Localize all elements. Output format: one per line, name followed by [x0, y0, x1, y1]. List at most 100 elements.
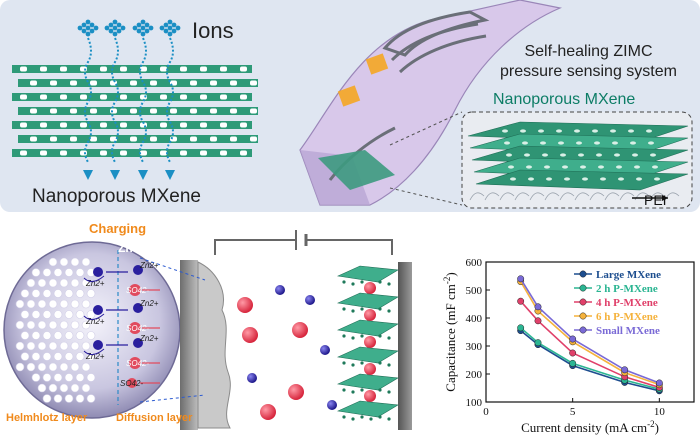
adsorbed-zn-ion [93, 340, 103, 350]
ion-cluster-dot [112, 31, 118, 37]
electrochemical-cell [139, 230, 412, 430]
mxene-pore [200, 94, 207, 100]
zn-lattice-dot [53, 373, 63, 382]
inset-pore [560, 153, 566, 157]
ion-cluster-dot [136, 22, 142, 28]
mxene-pore [120, 94, 127, 100]
cathode-flake [360, 361, 364, 365]
mxene-pore [220, 150, 227, 156]
so4-ion-sphere [237, 297, 253, 313]
legend-swatch-marker [579, 298, 587, 306]
inset-pore [538, 129, 544, 133]
inset-pore [616, 165, 622, 169]
inset-pore [524, 153, 530, 157]
data-point [655, 379, 663, 387]
so4-ion-sphere [260, 404, 276, 420]
zn-lattice-dot [37, 362, 47, 372]
ion-cluster-dot [140, 19, 146, 25]
zn-lattice-dot [81, 362, 91, 372]
zn-lattice-dot [86, 289, 96, 298]
inset-pore [576, 141, 582, 145]
charging-sphere: Zn2+Zn2+SO42-Zn2+Zn2+SO42-Zn2+Zn2+SO42-S… [3, 241, 181, 419]
data-point [534, 339, 542, 347]
mxene-pore [50, 108, 57, 114]
mxene-pore [70, 80, 77, 86]
inset-pore [592, 129, 598, 133]
ions-label: Ions [192, 18, 234, 43]
zn-electrode-dots [15, 257, 96, 403]
zn-lattice-dot [42, 268, 52, 277]
cathode-flake [360, 307, 364, 311]
pei-label: PEI [644, 192, 667, 208]
data-point [569, 349, 577, 357]
zn-lattice-dot [26, 320, 36, 330]
mxene-pore [160, 66, 167, 72]
zn-lattice-dot [81, 383, 91, 393]
ion-path [111, 37, 119, 163]
cathode-flake [342, 307, 346, 311]
zn-ion-label: Zn2+ [139, 261, 159, 270]
system-title-line1: Self-healing ZIMC [524, 43, 653, 60]
inset-pore [578, 153, 584, 157]
adsorbed-zn-ion [93, 267, 103, 277]
ion-cluster-dot [81, 22, 87, 28]
solvation-arrow [83, 275, 105, 282]
mxene-pore [120, 66, 127, 72]
inset-pore [646, 129, 652, 133]
zn-lattice-dot [75, 394, 85, 403]
cathode-flake [342, 415, 346, 419]
mxene-pore [50, 136, 57, 142]
cathode-flake [342, 388, 346, 392]
y-tick-label: 500 [466, 285, 483, 297]
cathode-mxene-sheet [336, 292, 399, 310]
pei-fiber [589, 192, 605, 201]
zn-lattice-dot [86, 331, 96, 340]
inset-pore [612, 141, 618, 145]
mxene-pore [240, 66, 247, 72]
ion-cluster-dot [112, 25, 118, 31]
mxene-pore [110, 136, 117, 142]
mxene-layer-stack [12, 65, 258, 157]
mxene-pore [40, 66, 47, 72]
zn-lattice-dot [20, 310, 30, 319]
zn-lattice-dot [37, 299, 47, 309]
y-tick-label: 100 [466, 397, 483, 409]
zn-ion-sphere [247, 373, 257, 383]
inset-pore [650, 153, 656, 157]
zn-lattice-dot [81, 341, 91, 351]
ion-path [84, 37, 92, 163]
ion-path [139, 37, 147, 163]
ion-cluster-dot [89, 22, 95, 28]
mxene-pore [200, 150, 207, 156]
cathode-flake [387, 336, 391, 340]
ion-cluster-dot [167, 25, 173, 31]
zn-lattice-dot [42, 310, 52, 319]
mxene-pore [80, 150, 87, 156]
flexible-device [299, 0, 563, 206]
inset-pore [504, 141, 510, 145]
zn-lattice-dot [64, 352, 74, 361]
system-title: Self-healing ZIMC pressure sensing syste… [500, 42, 677, 82]
ion-arrowhead [83, 170, 93, 180]
zn-lattice-dot [70, 257, 80, 267]
cathode-mxene-sheet [336, 265, 399, 283]
cathode-flake [360, 388, 364, 392]
mxene-pore [100, 122, 107, 128]
data-point [517, 275, 525, 283]
ion-cluster-dot [171, 22, 177, 28]
mxene-pore [250, 80, 257, 86]
ion-cluster-dot [85, 25, 91, 31]
inset-pore [574, 129, 580, 133]
so4-ion-sphere [288, 384, 304, 400]
mxene-pore [170, 136, 177, 142]
zn-lattice-dot [75, 373, 85, 382]
charging-label: Charging [89, 221, 147, 236]
solvated-zn-ion [133, 265, 143, 275]
inset-pore [540, 141, 546, 145]
pei-fiber [484, 192, 500, 201]
mxene-pore [120, 150, 127, 156]
legend-entry: Large MXene [596, 269, 661, 281]
zn-ion-sphere [305, 295, 315, 305]
zn-lattice-dot [53, 289, 63, 298]
zn-lattice-dot [31, 373, 41, 382]
